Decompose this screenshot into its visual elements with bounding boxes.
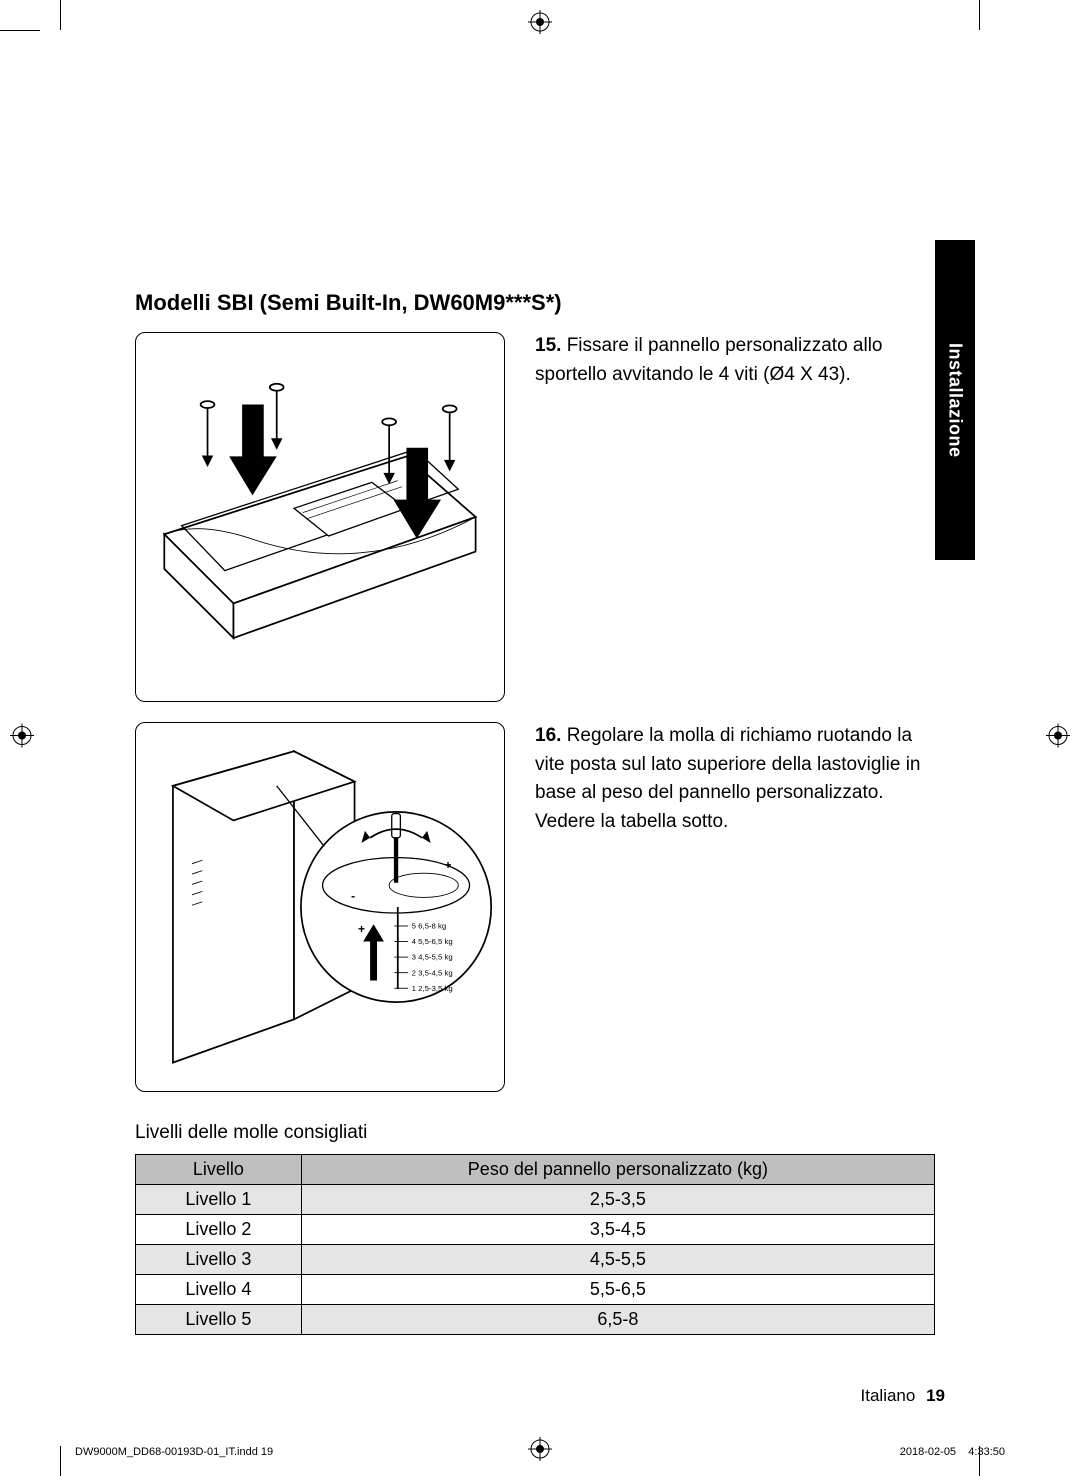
fig16-level5: 5 6,5-8 kg bbox=[412, 922, 447, 931]
figure-step-16: + - + 5 6,5-8 kg 4 5,5-6,5 kg 3 4,5-5,5 … bbox=[135, 722, 505, 1092]
page-number: 19 bbox=[926, 1386, 945, 1405]
section-tab-label: Installazione bbox=[945, 343, 966, 458]
table-row: Livello 2 3,5-4,5 bbox=[136, 1215, 935, 1245]
step-16-body: Regolare la molla di richiamo ruotando l… bbox=[535, 725, 921, 832]
fig16-level3: 3 4,5-5,5 kg bbox=[412, 953, 453, 962]
svg-text:+: + bbox=[445, 858, 452, 872]
table-row: Livello 4 5,5-6,5 bbox=[136, 1275, 935, 1305]
crop-mark bbox=[60, 0, 61, 30]
step-15-number: 15. bbox=[535, 335, 561, 356]
table-row: Livello 3 4,5-5,5 bbox=[136, 1245, 935, 1275]
fig16-level4: 4 5,5-6,5 kg bbox=[412, 937, 453, 946]
fig16-level2: 2 3,5-4,5 kg bbox=[412, 968, 453, 977]
registration-mark-bottom bbox=[528, 1437, 552, 1466]
table-row: Livello 5 6,5-8 bbox=[136, 1305, 935, 1335]
step-15-text: 15. Fissare il pannello personalizzato a… bbox=[535, 332, 935, 702]
table-caption: Livelli delle molle consigliati bbox=[135, 1122, 935, 1144]
svg-text:-: - bbox=[351, 889, 355, 903]
crop-mark bbox=[60, 1446, 61, 1476]
section-title: Modelli SBI (Semi Built-In, DW60M9***S*) bbox=[135, 290, 935, 316]
fig16-level1: 1 2,5-3,5 kg bbox=[412, 984, 453, 993]
registration-mark-top bbox=[528, 10, 552, 39]
footer-datetime: 2018-02-05 4:33:50 bbox=[900, 1446, 1005, 1458]
crop-mark bbox=[979, 0, 980, 30]
table-col-level: Livello bbox=[136, 1155, 302, 1185]
figure-step-15 bbox=[135, 332, 505, 702]
registration-mark-left bbox=[10, 724, 34, 753]
footer-language: Italiano 19 bbox=[861, 1386, 945, 1406]
section-tab: Installazione bbox=[935, 240, 975, 560]
step-15-body: Fissare il pannello personalizzato allo … bbox=[535, 335, 883, 385]
step-16-number: 16. bbox=[535, 725, 561, 746]
table-row: Livello 1 2,5-3,5 bbox=[136, 1185, 935, 1215]
step-16-text: 16. Regolare la molla di richiamo ruotan… bbox=[535, 722, 935, 1092]
registration-mark-right bbox=[1046, 724, 1070, 753]
spring-levels-table: Livello Peso del pannello personalizzato… bbox=[135, 1154, 935, 1335]
table-col-weight: Peso del pannello personalizzato (kg) bbox=[301, 1155, 934, 1185]
svg-text:+: + bbox=[358, 922, 365, 936]
footer-indd: DW9000M_DD68-00193D-01_IT.indd 19 bbox=[75, 1446, 273, 1458]
crop-mark bbox=[0, 30, 40, 31]
